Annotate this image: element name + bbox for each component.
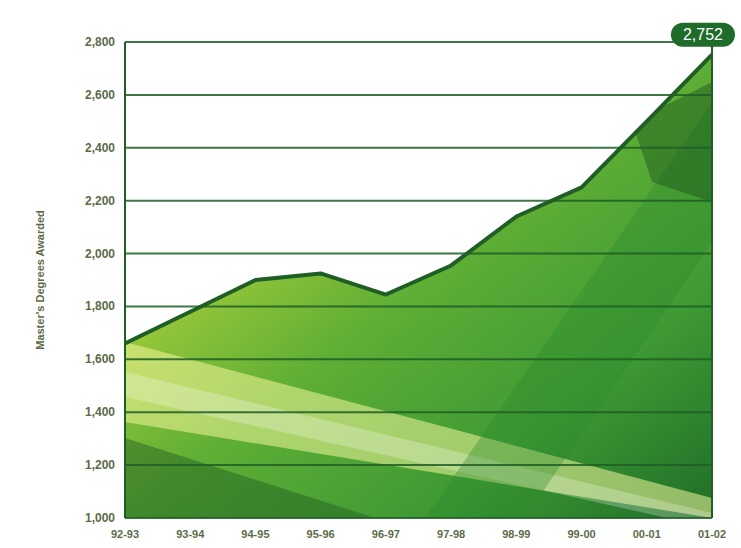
x-tick-label: 92-93 [111,528,139,540]
grid-line [125,305,712,307]
data-label-bg [671,23,735,47]
y-tick-label: 1,200 [85,458,115,472]
y-tick-label: 2,600 [85,88,115,102]
area-texture [125,438,375,518]
y-tick-label: 2,800 [85,35,115,49]
data-label: 2,752 [683,26,723,43]
x-tick-label: 95-96 [307,528,335,540]
grid-line [125,200,712,202]
grid-line [125,411,712,413]
plot-area [125,55,712,518]
data-label-group: 2,752 [671,23,735,47]
x-tick-label: 00-01 [633,528,661,540]
y-tick-label: 2,200 [85,194,115,208]
x-tick-label: 99-00 [567,528,595,540]
area-texture [125,372,712,518]
axis-line [711,42,713,518]
y-axis-title: Master's Degrees Awarded [34,210,46,350]
x-tick-label: 94-95 [241,528,269,540]
grid-line [125,253,712,255]
y-tick-label: 2,000 [85,247,115,261]
grid-line [125,464,712,466]
y-tick-label: 1,000 [85,511,115,525]
grid-line [125,517,712,519]
grid-line [125,358,712,360]
y-tick-label: 1,400 [85,405,115,419]
line-group [125,55,712,344]
grid-line [125,94,712,96]
y-tick-label: 1,800 [85,299,115,313]
x-tick-label: 96-97 [372,528,400,540]
x-tick-label: 01-02 [698,528,726,540]
y-tick-label: 1,600 [85,352,115,366]
x-tick-label: 93-94 [176,528,205,540]
area-texture [632,82,712,202]
y-tick-label: 2,400 [85,141,115,155]
grid-line [125,41,712,43]
x-tick-label: 98-99 [502,528,530,540]
chart: 1,000 1,200 1,400 1,600 1,800 2,000 2,200 2,400… [0,0,741,548]
axis-line [124,42,126,518]
line [125,55,712,344]
x-tick-label: 97-98 [437,528,465,540]
